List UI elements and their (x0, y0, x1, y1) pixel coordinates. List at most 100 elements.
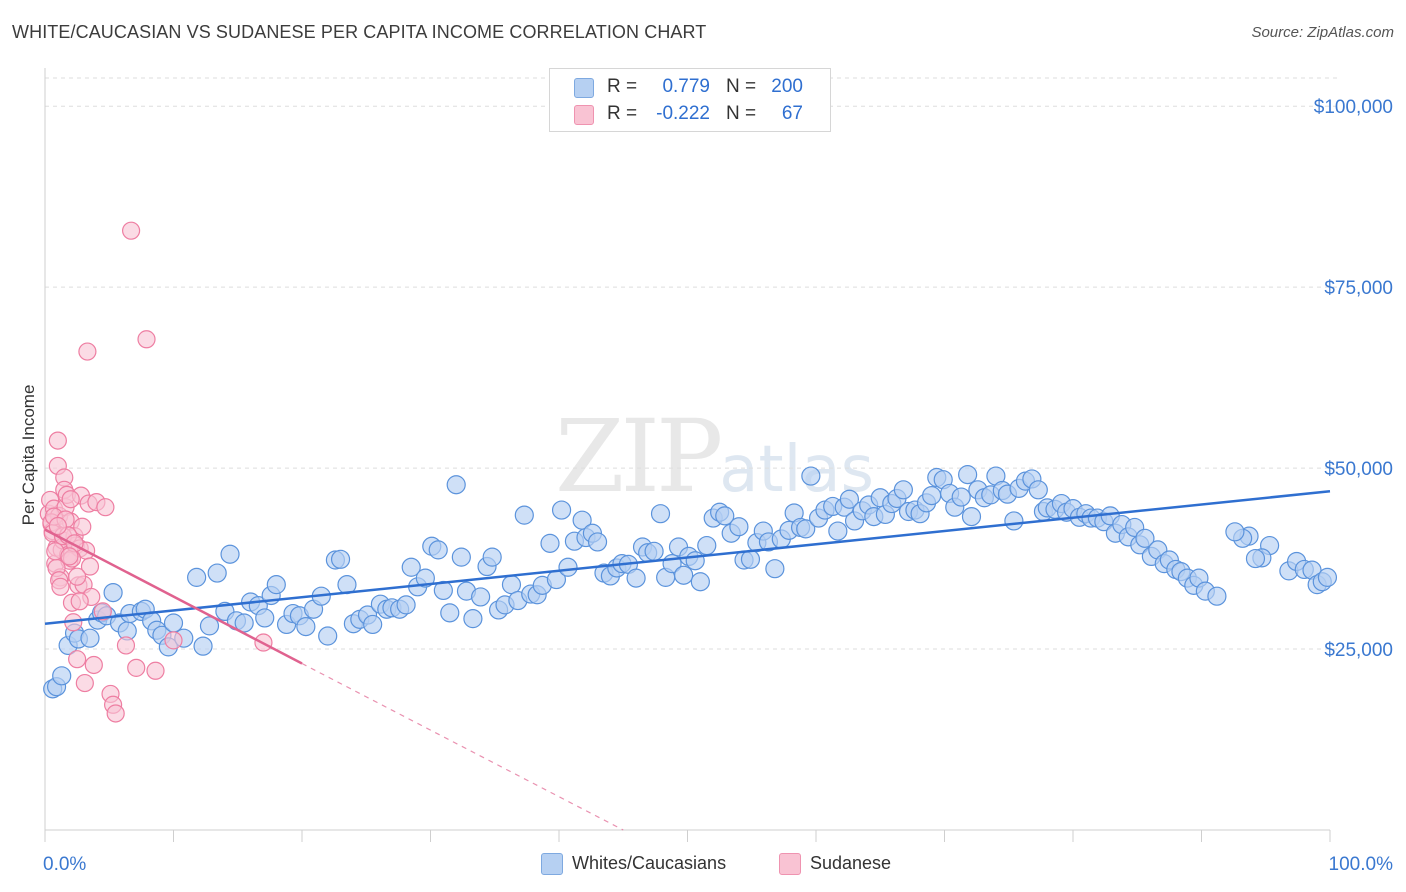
legend-label: Whites/Caucasians (572, 853, 727, 873)
pink-swatch (574, 105, 594, 125)
data-point-whites (220, 544, 240, 564)
data-point-whites (318, 626, 338, 646)
data-point-sudanese (75, 673, 94, 693)
data-point-sudanese (48, 431, 67, 450)
data-point-whites (922, 486, 942, 506)
trendline-sudanese-extension (301, 662, 624, 831)
data-point-whites (644, 541, 664, 561)
data-point-sudanese (137, 330, 156, 349)
data-point-sudanese (121, 221, 141, 240)
data-point-whites (626, 568, 646, 588)
stats-legend-row-whites: R = 0.779 N = 200 (550, 74, 830, 100)
data-point-whites (471, 587, 491, 607)
data-point-whites (540, 533, 560, 553)
data-point-sudanese (61, 490, 80, 509)
data-point-whites (207, 563, 227, 583)
x-tick-label: 100.0% (1329, 854, 1394, 875)
data-point-sudanese (80, 557, 100, 576)
blue-swatch (574, 78, 594, 98)
legend-label: Sudanese (810, 853, 892, 873)
chart-title: WHITE/CAUCASIAN VS SUDANESE PER CAPITA I… (12, 22, 707, 42)
data-point-sudanese (93, 602, 112, 621)
data-point-whites (1317, 567, 1338, 587)
source-label: Source: ZipAtlas.com (1251, 24, 1394, 41)
data-point-whites (729, 517, 749, 537)
data-point-whites (396, 595, 416, 615)
r-value: -0.222 (656, 103, 710, 124)
data-point-whites (440, 603, 460, 623)
data-point-sudanese (78, 342, 97, 361)
data-point-whites (415, 568, 435, 588)
data-point-sudanese (127, 658, 146, 677)
data-point-whites (428, 540, 448, 560)
data-point-sudanese (106, 704, 125, 723)
data-point-whites (446, 475, 466, 495)
watermark: ZIPatlas (555, 398, 874, 515)
data-point-whites (740, 549, 761, 569)
data-point-whites (674, 565, 694, 585)
data-point-whites (1004, 511, 1024, 531)
data-point-whites (193, 636, 213, 656)
data-point-whites (163, 613, 184, 633)
data-point-whites (296, 617, 316, 637)
data-point-whites (1245, 548, 1266, 569)
data-point-whites (685, 551, 705, 571)
data-point-whites (103, 582, 123, 603)
data-point-whites (330, 549, 351, 569)
data-point-whites (401, 557, 421, 577)
y-tick-label: $50,000 (1324, 459, 1393, 480)
data-point-whites (199, 616, 220, 636)
trendline-whites (44, 490, 1331, 625)
data-point-whites (715, 506, 735, 526)
data-point-whites (363, 614, 383, 635)
data-point-whites (690, 572, 710, 592)
data-point-whites (796, 519, 816, 539)
r-label: R = (607, 76, 638, 97)
data-point-sudanese (96, 498, 115, 517)
r-value: 0.779 (662, 76, 710, 97)
data-point-whites (801, 466, 821, 486)
n-label: N = (726, 76, 757, 97)
data-point-whites (587, 532, 608, 552)
data-point-whites (558, 557, 578, 577)
data-point-whites (1135, 528, 1155, 548)
data-point-whites (828, 521, 848, 541)
data-point-whites (1207, 586, 1227, 606)
n-value: 200 (771, 76, 803, 97)
data-point-whites (839, 489, 860, 509)
y-axis-label: Per Capita Income (19, 385, 38, 526)
blue-swatch (541, 853, 563, 875)
data-point-whites (893, 480, 913, 500)
data-point-sudanese (84, 655, 103, 675)
n-label: N = (726, 103, 757, 124)
data-point-whites (1225, 522, 1245, 542)
data-point-whites (650, 504, 671, 524)
pink-swatch (779, 853, 801, 875)
stats-legend-row-sudanese: R = -0.222 N = 67 (550, 101, 830, 127)
y-tick-label: $25,000 (1324, 640, 1393, 661)
data-point-whites (266, 575, 286, 595)
data-point-sudanese (48, 516, 67, 536)
data-point-whites (463, 609, 483, 629)
data-point-whites (514, 505, 534, 525)
data-point-sudanese (116, 636, 136, 655)
data-point-whites (1028, 480, 1048, 500)
data-point-sudanese (164, 631, 183, 650)
y-tick-label: $100,000 (1314, 97, 1393, 118)
data-point-sudanese (51, 577, 70, 596)
data-point-sudanese (68, 650, 87, 669)
data-point-sudanese (68, 567, 87, 586)
x-tick-label: 0.0% (43, 854, 86, 875)
series-legend: Whites/Caucasians Sudanese (0, 852, 1406, 878)
data-point-whites (482, 547, 502, 567)
data-point-whites (451, 547, 471, 567)
data-point-whites (697, 535, 717, 556)
data-point-sudanese (60, 547, 79, 566)
data-point-sudanese (146, 661, 165, 680)
watermark-zip: ZIP (555, 398, 723, 515)
data-point-whites (52, 666, 72, 686)
data-point-sudanese (73, 517, 92, 536)
data-point-whites (501, 575, 522, 595)
r-label: R = (607, 103, 638, 124)
